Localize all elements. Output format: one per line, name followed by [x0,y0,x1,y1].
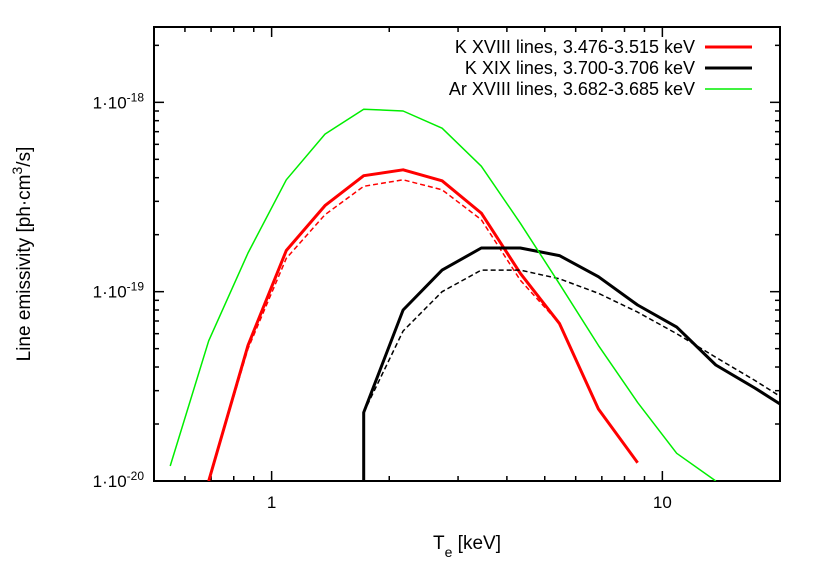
series-line-1 [207,179,560,481]
series-line-4 [169,108,717,481]
legend-label: Ar XVIII lines, 3.682-3.685 keV [449,79,695,99]
y-tick-label: 1·10-20 [93,469,145,491]
tick-labels: 1 10 1·10-20 1·10-19 1·10-18 [93,90,672,512]
x-tick-label: 1 [267,493,276,512]
series-line-2 [362,246,780,481]
series-line-0 [207,168,639,481]
plot-frame [153,26,781,482]
x-axis-label: Te [keV] [433,533,501,560]
legend-label: K XIX lines, 3.700-3.706 keV [465,58,695,78]
legend-label: K XVIII lines, 3.476-3.515 keV [455,37,695,57]
y-axis-label: Line emissivity [ph·cm3/s] [9,147,35,362]
series-line-3 [363,269,780,413]
series-layer [169,108,780,481]
y-tick-label: 1·10-19 [93,280,145,302]
y-tick-label: 1·10-18 [93,90,145,112]
x-tick-label: 10 [653,493,672,512]
tick-marks [153,27,781,482]
